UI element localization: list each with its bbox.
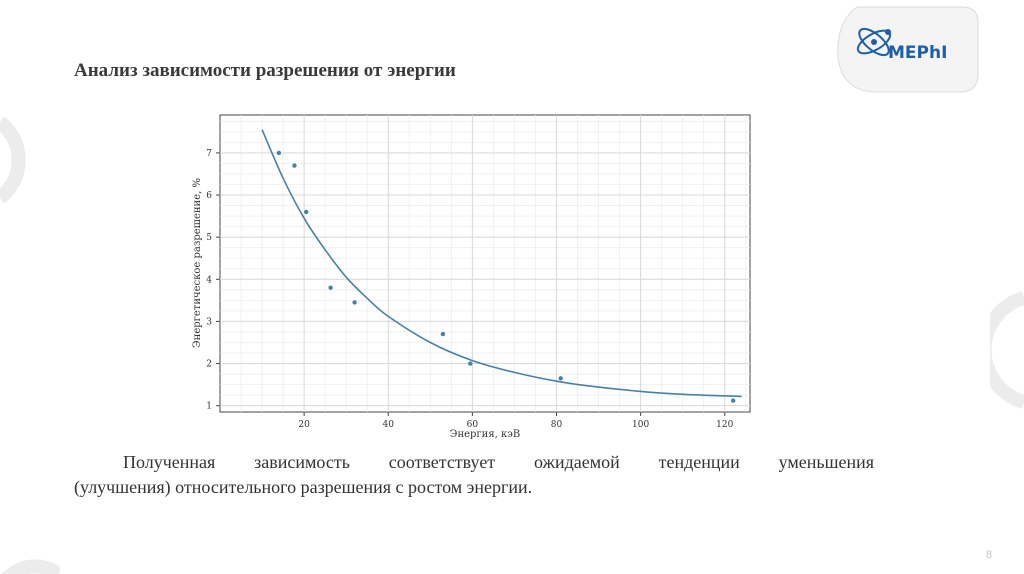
fit-curve bbox=[261, 129, 742, 398]
body-text: Полученная зависимость соответствует ожи… bbox=[74, 450, 874, 500]
y-tick-label: 3 bbox=[206, 317, 212, 327]
data-point bbox=[292, 163, 297, 168]
y-tick-label: 7 bbox=[206, 149, 212, 159]
y-tick-label: 4 bbox=[206, 275, 212, 285]
y-tick-label: 6 bbox=[206, 191, 212, 201]
logo-text: MEPhI bbox=[888, 43, 947, 63]
plot-area bbox=[219, 114, 751, 413]
x-tick-label: 100 bbox=[632, 420, 649, 430]
chart: 20 40 60 80 100 120 1 2 3 4 5 6 7 Энергия, кэВ Энерг… bbox=[188, 107, 758, 448]
x-tick-label: 20 bbox=[298, 420, 310, 430]
y-tick-label: 5 bbox=[206, 233, 212, 243]
data-point bbox=[328, 285, 333, 290]
decor-arc-right bbox=[990, 291, 1024, 409]
data-point bbox=[352, 300, 357, 305]
y-tick-label: 2 bbox=[206, 360, 212, 370]
data-point bbox=[276, 150, 282, 156]
data-point bbox=[558, 376, 563, 381]
decor-arc-left bbox=[0, 116, 26, 204]
y-axis-label: Энергетическое разрешение, % bbox=[192, 178, 203, 348]
body-text-line-1: Полученная зависимость соответствует ожи… bbox=[123, 452, 874, 472]
slide-title: Анализ зависимости разрешения от энергии bbox=[74, 60, 456, 81]
page-number: 8 bbox=[986, 549, 993, 561]
data-point bbox=[304, 209, 309, 215]
x-tick-label: 60 bbox=[467, 420, 479, 430]
decor-arc-bottom-left bbox=[2, 559, 60, 574]
data-point bbox=[730, 398, 736, 403]
x-tick-label: 40 bbox=[383, 420, 395, 430]
x-tick-label: 120 bbox=[716, 420, 733, 430]
data-point bbox=[468, 361, 473, 366]
body-text-line-2: (улучшения) относительного разрешения с … bbox=[74, 477, 533, 497]
axis-ticks: 20 40 60 80 100 120 1 2 3 4 5 6 7 bbox=[206, 149, 733, 430]
mephi-logo: MEPhI bbox=[837, 6, 979, 93]
chart-svg: 20 40 60 80 100 120 1 2 3 4 5 6 7 Энергия, кэВ Энерг… bbox=[192, 114, 751, 440]
y-tick-label: 1 bbox=[206, 402, 212, 412]
x-tick-label: 80 bbox=[551, 420, 563, 430]
x-axis-label: Энергия, кэВ bbox=[450, 429, 520, 440]
series-layer bbox=[261, 129, 742, 403]
grid bbox=[220, 115, 750, 412]
data-point bbox=[440, 331, 446, 337]
